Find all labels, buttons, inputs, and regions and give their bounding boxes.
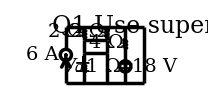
Text: V₀: V₀ — [61, 58, 83, 76]
Text: 2 Ω: 2 Ω — [48, 23, 83, 41]
Text: +: + — [74, 54, 92, 73]
Text: +: + — [116, 54, 134, 73]
Text: −: − — [116, 60, 134, 78]
Text: −: − — [74, 63, 92, 82]
Text: 2 Ω: 2 Ω — [70, 23, 105, 41]
Text: 18 V: 18 V — [132, 57, 177, 75]
Text: 4 Ω: 4 Ω — [88, 34, 123, 52]
Text: 6 A: 6 A — [26, 46, 59, 64]
Text: 1 Ω: 1 Ω — [86, 58, 121, 76]
Text: Q1 Use superposition to find V₀ in the circuit of Fig.  (Ans 7V): Q1 Use superposition to find V₀ in the c… — [52, 15, 208, 38]
